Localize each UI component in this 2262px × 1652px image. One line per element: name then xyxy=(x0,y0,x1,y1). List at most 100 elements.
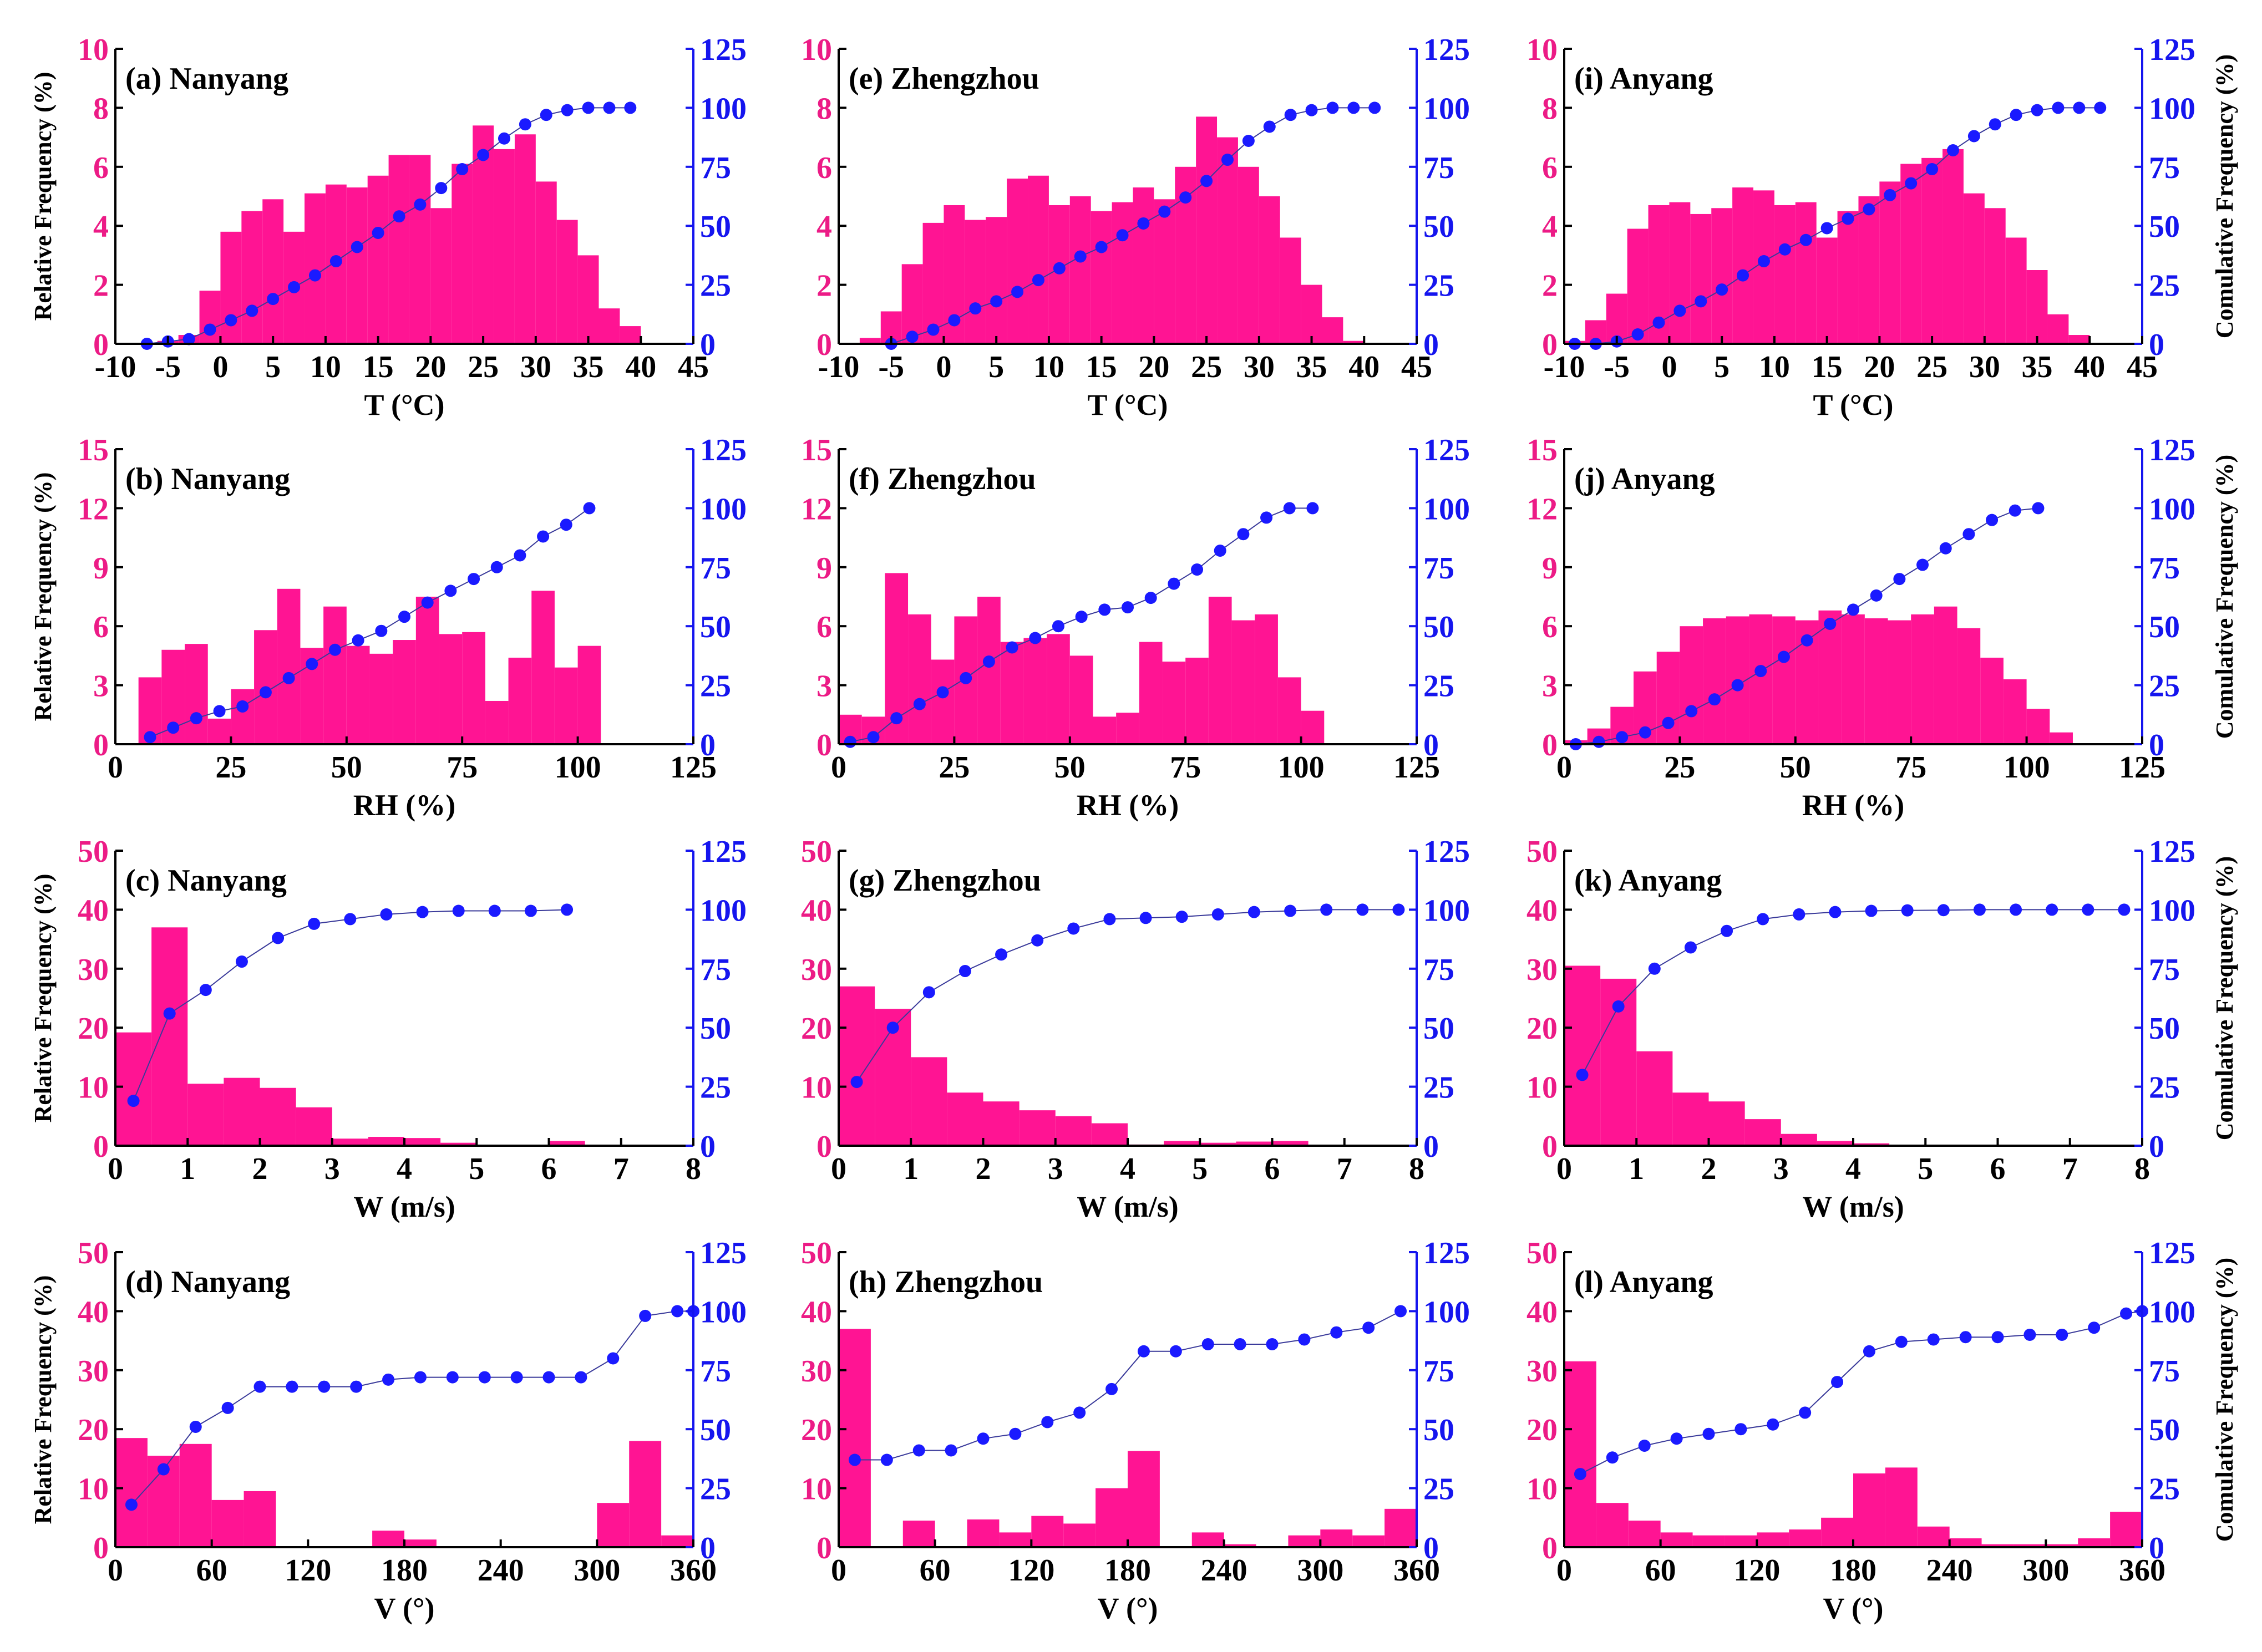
cumulative-point-i-4 xyxy=(1652,316,1665,329)
x-tick-label-f-4: 100 xyxy=(1278,750,1325,785)
y2-tick-label-e-3: 75 xyxy=(1423,151,1454,185)
cumulative-point-c-6 xyxy=(344,913,357,926)
cumulative-point-i-6 xyxy=(1695,295,1707,308)
x-tick-label-e-6: 20 xyxy=(1138,350,1169,384)
bar-b-11 xyxy=(393,640,416,744)
x-axis-title-f: RH (%) xyxy=(1077,789,1179,822)
panel-title-b: (b) Nanyang xyxy=(125,462,290,496)
cumulative-point-j-13 xyxy=(1870,589,1883,602)
y-tick-label-k-0: 0 xyxy=(1542,1130,1558,1164)
cumulative-point-l-9 xyxy=(1863,1345,1875,1358)
bar-c-7 xyxy=(368,1137,404,1146)
cumulative-point-i-20 xyxy=(1989,118,2001,131)
cumulative-point-l-13 xyxy=(1991,1331,2004,1344)
y-tick-label-a-4: 8 xyxy=(93,92,109,126)
x-tick-label-l-5: 300 xyxy=(2022,1553,2069,1588)
y2-tick-label-j-4: 100 xyxy=(2149,492,2195,526)
y-tick-label-l-1: 10 xyxy=(1526,1472,1558,1507)
cumulative-point-d-12 xyxy=(510,1371,523,1384)
y2-tick-label-l-2: 50 xyxy=(2149,1413,2180,1447)
y2-tick-label-c-0: 0 xyxy=(700,1130,716,1164)
bar-e-8 xyxy=(1028,175,1049,344)
y2-tick-label-f-5: 125 xyxy=(1423,433,1470,467)
cumulative-point-e-22 xyxy=(1347,101,1360,114)
bar-f-16 xyxy=(1208,597,1232,744)
y2-tick-label-e-0: 0 xyxy=(1423,328,1439,362)
cumulative-point-f-9 xyxy=(1052,620,1064,633)
bar-f-13 xyxy=(1139,642,1163,744)
cumulative-point-b-9 xyxy=(352,634,364,647)
bar-j-11 xyxy=(1818,610,1842,744)
bar-i-22 xyxy=(2026,270,2048,344)
y-tick-label-k-3: 30 xyxy=(1526,953,1558,987)
y-tick-label-g-5: 50 xyxy=(801,835,832,869)
y2-tick-label-j-2: 50 xyxy=(2149,610,2180,644)
cumulative-point-e-14 xyxy=(1179,191,1192,204)
y2-tick-label-i-1: 25 xyxy=(2149,269,2180,303)
bar-c-9 xyxy=(440,1142,477,1146)
cumulative-point-e-19 xyxy=(1284,109,1297,121)
x-tick-label-l-2: 120 xyxy=(1733,1553,1780,1588)
x-tick-label-e-1: -5 xyxy=(878,350,904,384)
y-tick-label-d-2: 20 xyxy=(78,1413,109,1447)
cumulative-point-g-10 xyxy=(1211,908,1224,921)
x-tick-label-d-2: 120 xyxy=(285,1553,331,1588)
y2-tick-label-h-2: 50 xyxy=(1423,1413,1454,1447)
cumulative-point-j-19 xyxy=(2009,504,2021,517)
bar-j-14 xyxy=(1888,620,1911,744)
x-tick-label-f-3: 75 xyxy=(1170,750,1201,785)
bar-h-7 xyxy=(1063,1523,1096,1547)
cumulative-point-d-0 xyxy=(125,1498,138,1511)
bar-b-16 xyxy=(508,657,532,744)
x-tick-label-i-10: 40 xyxy=(2074,350,2105,384)
x-tick-label-l-0: 0 xyxy=(1556,1553,1572,1588)
y-tick-label-e-3: 6 xyxy=(816,151,832,185)
x-tick-label-e-0: -10 xyxy=(818,350,860,384)
cumulative-point-h-7 xyxy=(1073,1406,1086,1419)
bar-d-17 xyxy=(661,1535,693,1547)
bar-g-6 xyxy=(1055,1116,1092,1146)
cumulative-point-j-2 xyxy=(1616,731,1629,744)
cumulative-point-i-18 xyxy=(1946,144,1959,157)
cumulative-point-j-7 xyxy=(1731,679,1744,692)
bar-h-5 xyxy=(999,1532,1032,1547)
bar-h-15 xyxy=(1320,1529,1353,1547)
x-tick-label-k-0: 0 xyxy=(1556,1152,1572,1186)
x-axis-title-d: V (°) xyxy=(374,1592,434,1625)
bar-f-18 xyxy=(1255,614,1278,744)
cumulative-point-a-13 xyxy=(414,198,427,211)
y2-tick-label-g-0: 0 xyxy=(1423,1130,1439,1164)
cumulative-point-b-1 xyxy=(167,721,180,734)
y2-tick-label-c-3: 75 xyxy=(700,953,731,987)
y2-tick-label-j-3: 75 xyxy=(2149,551,2180,586)
cumulative-point-a-7 xyxy=(288,281,301,293)
cumulative-point-i-3 xyxy=(1631,328,1644,340)
cumulative-point-k-4 xyxy=(1721,924,1733,937)
x-tick-label-e-5: 15 xyxy=(1086,350,1117,384)
cumulative-point-c-8 xyxy=(416,906,429,918)
cumulative-point-g-7 xyxy=(1103,913,1116,926)
y2-tick-label-g-2: 50 xyxy=(1423,1011,1454,1046)
cumulative-point-b-0 xyxy=(144,731,156,744)
y2-tick-label-j-0: 0 xyxy=(2149,728,2164,763)
cumulative-point-e-21 xyxy=(1326,101,1339,114)
y-tick-label-a-2: 4 xyxy=(93,210,109,244)
x-tick-label-k-1: 1 xyxy=(1629,1152,1644,1186)
y2-tick-label-h-0: 0 xyxy=(1423,1531,1439,1565)
cumulative-point-i-10 xyxy=(1778,243,1791,256)
x-tick-label-g-0: 0 xyxy=(831,1152,846,1186)
x-tick-label-d-4: 240 xyxy=(478,1553,524,1588)
bar-a-16 xyxy=(494,149,515,344)
cumulative-point-i-19 xyxy=(1967,130,1980,143)
bar-h-12 xyxy=(1224,1544,1256,1547)
cumulative-point-b-12 xyxy=(421,596,434,609)
cumulative-point-f-0 xyxy=(844,735,856,748)
cumulative-point-b-13 xyxy=(444,584,457,597)
bar-i-16 xyxy=(1900,164,1922,344)
bar-j-19 xyxy=(2003,679,2027,744)
cumulative-point-l-7 xyxy=(1799,1406,1812,1419)
x-axis-title-l: V (°) xyxy=(1823,1592,1883,1625)
bar-h-0 xyxy=(839,1329,871,1547)
